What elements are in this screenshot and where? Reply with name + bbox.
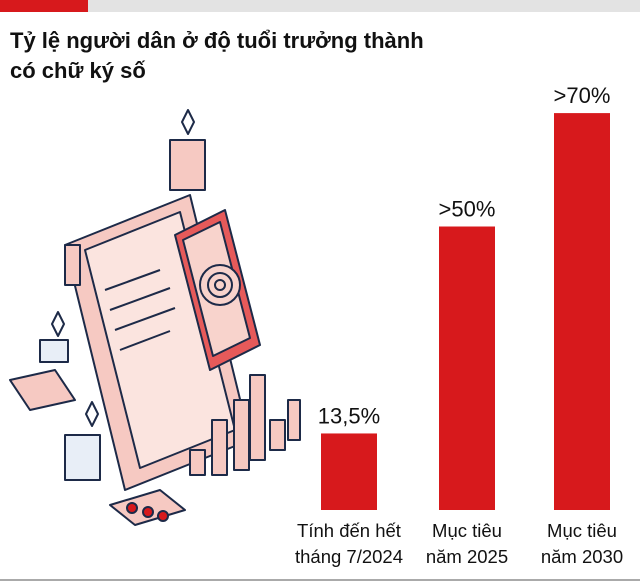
x-tick-label: năm 2025 bbox=[426, 546, 508, 567]
value-label: 13,5% bbox=[318, 403, 380, 428]
chart-title: có chữ ký số bbox=[10, 58, 146, 83]
illustration bbox=[9, 109, 301, 526]
value-label: >70% bbox=[554, 83, 611, 108]
bar bbox=[321, 433, 377, 510]
x-tick-label: Tính đến hết bbox=[297, 520, 401, 541]
value-label: >50% bbox=[439, 197, 496, 222]
header-bar bbox=[88, 0, 640, 12]
x-tick-label: tháng 7/2024 bbox=[295, 546, 403, 567]
bar bbox=[554, 113, 610, 510]
bar bbox=[439, 226, 495, 510]
chart-title: Tỷ lệ người dân ở độ tuổi trưởng thành bbox=[10, 28, 424, 53]
accent-bar bbox=[0, 0, 88, 12]
x-tick-label: Mục tiêu bbox=[432, 520, 502, 541]
x-tick-label: Mục tiêu bbox=[547, 520, 617, 541]
x-tick-label: năm 2030 bbox=[541, 546, 623, 567]
